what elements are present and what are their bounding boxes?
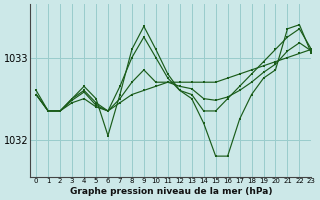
- X-axis label: Graphe pression niveau de la mer (hPa): Graphe pression niveau de la mer (hPa): [69, 187, 272, 196]
